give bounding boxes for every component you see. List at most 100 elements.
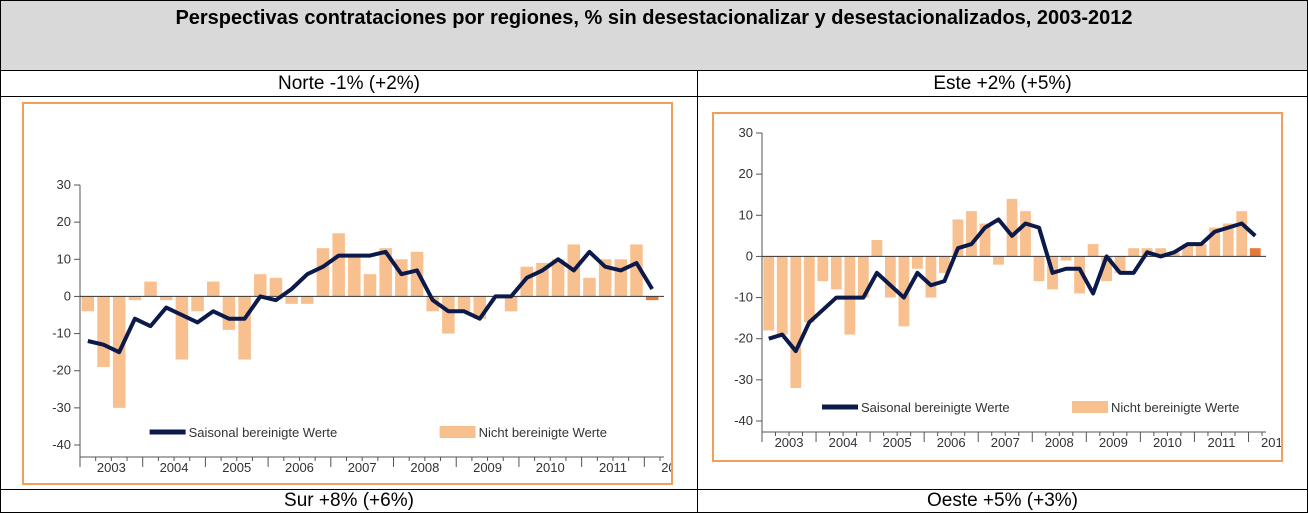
chart: -40 -30 -20 -10 0 10 20 30 2003 2004 2005 2006 2007 2… <box>52 177 690 475</box>
legend-swatch <box>439 426 476 438</box>
bar <box>645 296 659 301</box>
bar <box>630 244 643 297</box>
bar <box>442 296 455 334</box>
bar <box>1087 244 1099 257</box>
bar <box>939 256 950 273</box>
bar <box>144 281 157 297</box>
bar <box>301 296 314 304</box>
bar <box>1033 256 1045 282</box>
bar <box>269 277 283 297</box>
bar <box>1074 256 1085 294</box>
y-tick-label: 20 <box>739 166 753 181</box>
bar <box>857 256 869 298</box>
bar <box>1236 211 1248 257</box>
bar <box>1182 244 1194 257</box>
y-tick-label: 30 <box>57 177 71 192</box>
y-tick-label: 0 <box>746 248 753 263</box>
y-tick-label: -20 <box>734 331 753 346</box>
x-tick-label: 2009 <box>473 460 502 475</box>
bar <box>332 233 345 297</box>
table-title: Perspectivas contrataciones por regiones… <box>0 0 1308 71</box>
legend-label: Saisonal bereinigte Werte <box>861 400 1010 415</box>
bar <box>551 259 565 297</box>
line <box>87 249 654 355</box>
x-tick-label: 2003 <box>775 435 804 450</box>
bar <box>379 248 392 297</box>
cell: Norte -1% (+2%) <box>0 70 698 97</box>
bar <box>583 277 596 297</box>
bar <box>1006 198 1018 257</box>
x-tick-label: 2008 <box>410 460 439 475</box>
y-tick-label: -10 <box>734 290 753 305</box>
bar <box>925 256 937 298</box>
legend-label: Saisonal bereinigte Werte <box>189 425 338 440</box>
bar <box>1249 248 1261 257</box>
chart-frame: -40 -30 -20 -10 0 10 20 30 2003 2004 2005 2006 2007 2… <box>22 102 690 485</box>
x-tick-label: 2009 <box>1099 435 1128 450</box>
bar <box>1101 256 1112 282</box>
x-tick-label: 2012 <box>661 460 671 475</box>
x-tick-label: 2007 <box>348 460 377 475</box>
bar <box>884 256 896 298</box>
bar <box>520 266 534 297</box>
x-tick-label: 2004 <box>160 460 189 475</box>
x-tick-label: 2006 <box>285 460 314 475</box>
bar <box>1020 211 1031 257</box>
bar <box>912 256 923 269</box>
bar <box>844 256 856 335</box>
line <box>768 217 1257 354</box>
bar <box>1114 256 1126 273</box>
x-tick-label: 2006 <box>937 435 966 450</box>
bar <box>898 256 910 327</box>
x-tick-label: 2005 <box>222 460 251 475</box>
bar <box>790 256 802 389</box>
x-tick-label: 2011 <box>1207 435 1235 450</box>
bar <box>1195 244 1207 257</box>
y-tick-label: -20 <box>52 363 71 378</box>
chart-frame: -40 -30 -20 -10 0 10 20 30 2003 2004 2005 2006 2007 2… <box>712 112 1290 462</box>
x-tick-label: 2008 <box>1045 435 1074 450</box>
bar <box>81 296 95 312</box>
bar <box>1155 248 1167 257</box>
bar <box>830 256 842 290</box>
bar <box>776 256 788 335</box>
bar <box>159 296 173 301</box>
bar <box>1209 227 1221 257</box>
bar <box>803 256 815 323</box>
legend-label: Nicht bereinigte Werte <box>1111 400 1239 415</box>
bar <box>1060 256 1072 261</box>
x-tick-label: 2003 <box>97 460 126 475</box>
y-tick-label: 10 <box>739 207 753 222</box>
y-tick-label: 0 <box>64 288 71 303</box>
bar <box>979 223 991 257</box>
y-tick-label: -10 <box>52 326 71 341</box>
bar <box>348 255 361 297</box>
bar <box>191 296 204 312</box>
y-tick-label: 20 <box>57 214 71 229</box>
cell: Este +2% (+5%) <box>697 70 1308 97</box>
bar <box>952 219 964 257</box>
bar <box>817 256 829 282</box>
cell: Sur +8% (+6%) <box>0 489 698 513</box>
y-tick-label: -30 <box>52 400 71 415</box>
bar <box>1128 248 1140 257</box>
cell: Oeste +5% (+3%) <box>697 489 1308 513</box>
y-tick-label: 10 <box>57 251 71 266</box>
bar <box>966 211 977 257</box>
x-tick-label: 2007 <box>991 435 1020 450</box>
bar <box>175 296 189 360</box>
bar <box>222 296 236 330</box>
bar <box>97 296 110 367</box>
bar <box>363 274 377 297</box>
y-tick-label: 30 <box>739 125 753 140</box>
bar <box>206 281 220 297</box>
x-tick-label: 2004 <box>829 435 858 450</box>
bar <box>285 296 298 304</box>
chart: -40 -30 -20 -10 0 10 20 30 2003 2004 2005 2006 2007 2… <box>734 125 1290 450</box>
y-tick-label: -30 <box>734 372 753 387</box>
bar <box>128 296 142 301</box>
legend-label: Nicht bereinigte Werte <box>479 425 607 440</box>
bar <box>457 296 471 312</box>
x-tick-label: 2010 <box>1153 435 1182 450</box>
